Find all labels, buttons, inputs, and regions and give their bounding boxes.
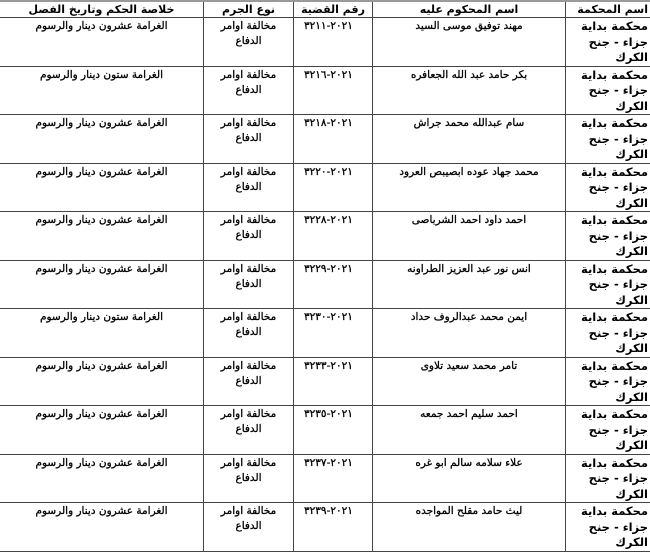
cell-case: ٢٠٢١-٣٢٣٥	[294, 406, 373, 455]
cell-crime: مخالفة اوامر الدفاع	[204, 66, 294, 115]
cell-crime: مخالفة اوامر الدفاع	[204, 260, 294, 309]
cell-name: سام عبدالله محمد جراش	[373, 115, 566, 164]
header-crime: نوع الجرم	[204, 1, 294, 18]
cell-verdict: الغرامة عشرون دينار والرسوم	[0, 163, 204, 212]
cell-name: ليث حامد مقلح المواجده	[373, 503, 566, 552]
header-row: اسم المحكمة اسم المحكوم عليه رقم القضية …	[0, 1, 650, 18]
cell-verdict: الغرامة ستون دينار والرسوم	[0, 309, 204, 358]
cell-case: ٢٠٢١-٣٢٣٣	[294, 357, 373, 406]
cell-verdict: الغرامة عشرون دينار والرسوم	[0, 357, 204, 406]
cell-name: ايمن محمد عبدالروف حداد	[373, 309, 566, 358]
cell-name: احمد داود احمد الشرباصى	[373, 212, 566, 261]
cell-verdict: الغرامة عشرون دينار والرسوم	[0, 212, 204, 261]
cell-case: ٢٠٢١-٣٢٣٩	[294, 503, 373, 552]
cell-case: ٢٠٢١-٣٢١٨	[294, 115, 373, 164]
cell-name: احمد سليم احمد جمعه	[373, 406, 566, 455]
cell-court: محكمة بداية جزاء - جنح الكرك	[566, 454, 650, 503]
cell-name: علاء سلامه سالم ابو غره	[373, 454, 566, 503]
cell-court: محكمة بداية جزاء - جنح الكرك	[566, 18, 650, 67]
cell-court: محكمة بداية جزاء - جنح الكرك	[566, 406, 650, 455]
cell-verdict: الغرامة عشرون دينار والرسوم	[0, 503, 204, 552]
cell-verdict: الغرامة عشرون دينار والرسوم	[0, 406, 204, 455]
cell-name: محمد جهاد عوده ابصيبص العرود	[373, 163, 566, 212]
cell-court: محكمة بداية جزاء - جنح الكرك	[566, 66, 650, 115]
cell-court: محكمة بداية جزاء - جنح الكرك	[566, 212, 650, 261]
cell-verdict: الغرامة ستون دينار والرسوم	[0, 66, 204, 115]
cell-court: محكمة بداية جزاء - جنح الكرك	[566, 503, 650, 552]
cell-name: بكر حامد عبد الله الجعافره	[373, 66, 566, 115]
cell-verdict: الغرامة عشرون دينار والرسوم	[0, 18, 204, 67]
cell-court: محكمة بداية جزاء - جنح الكرك	[566, 163, 650, 212]
cell-crime: مخالفة اوامر الدفاع	[204, 357, 294, 406]
cell-case: ٢٠٢١-٣٢٢٨	[294, 212, 373, 261]
cell-crime: مخالفة اوامر الدفاع	[204, 406, 294, 455]
cell-crime: مخالفة اوامر الدفاع	[204, 18, 294, 67]
header-court: اسم المحكمة	[566, 1, 650, 18]
cell-crime: مخالفة اوامر الدفاع	[204, 454, 294, 503]
cell-court: محكمة بداية جزاء - جنح الكرك	[566, 260, 650, 309]
cell-crime: مخالفة اوامر الدفاع	[204, 163, 294, 212]
cell-case: ٢٠٢١-٣٢١١	[294, 18, 373, 67]
cell-court: محكمة بداية جزاء - جنح الكرك	[566, 357, 650, 406]
cell-case: ٢٠٢١-٣٢٢٩	[294, 260, 373, 309]
cell-verdict: الغرامة عشرون دينار والرسوم	[0, 115, 204, 164]
cell-case: ٢٠٢١-٣٢١٦	[294, 66, 373, 115]
cell-verdict: الغرامة عشرون دينار والرسوم	[0, 454, 204, 503]
header-name: اسم المحكوم عليه	[373, 1, 566, 18]
cell-crime: مخالفة اوامر الدفاع	[204, 309, 294, 358]
cell-crime: مخالفة اوامر الدفاع	[204, 115, 294, 164]
header-case: رقم القضية	[294, 1, 373, 18]
cell-name: انس نور عبد العزيز الطراونه	[373, 260, 566, 309]
cell-crime: مخالفة اوامر الدفاع	[204, 503, 294, 552]
cell-verdict: الغرامة عشرون دينار والرسوم	[0, 260, 204, 309]
cell-case: ٢٠٢١-٣٢٣٠	[294, 309, 373, 358]
cell-crime: مخالفة اوامر الدفاع	[204, 212, 294, 261]
header-verdict: خلاصة الحكم وتاريخ الفصل	[0, 1, 204, 18]
cell-case: ٢٠٢١-٣٢٢٠	[294, 163, 373, 212]
cell-name: مهند توفيق موسى السيد	[373, 18, 566, 67]
cell-name: تامر محمد سعيد تلاوى	[373, 357, 566, 406]
cell-court: محكمة بداية جزاء - جنح الكرك	[566, 115, 650, 164]
cell-case: ٢٠٢١-٣٢٣٧	[294, 454, 373, 503]
cell-court: محكمة بداية جزاء - جنح الكرك	[566, 309, 650, 358]
